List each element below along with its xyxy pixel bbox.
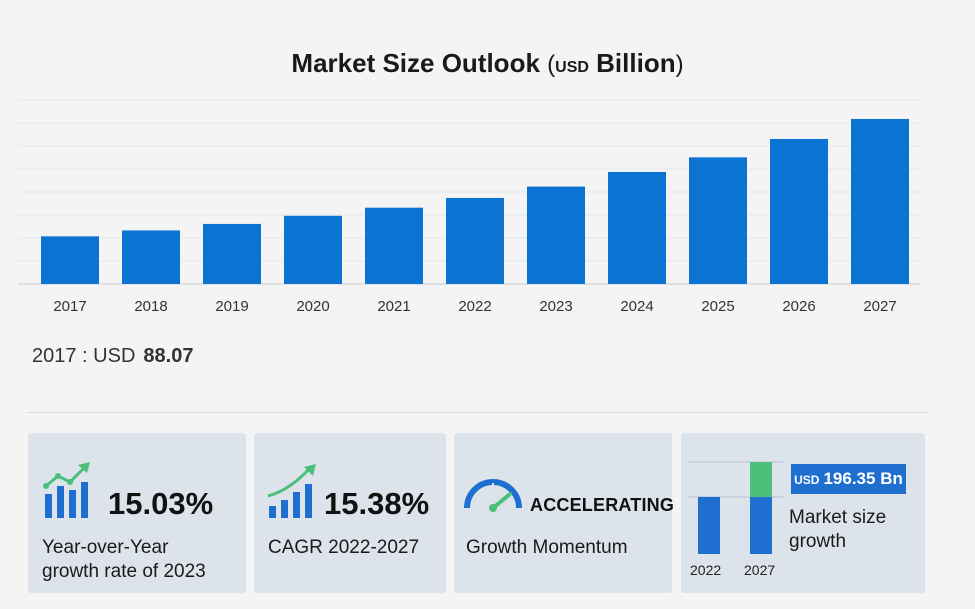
growth-badge-value: 196.35 Bn <box>823 469 903 488</box>
chart-title-usd: USD <box>555 59 589 76</box>
growth-card <box>681 433 925 593</box>
growth-mini-chart <box>688 461 784 554</box>
x-tick-label: 2026 <box>782 298 815 315</box>
bar-2025 <box>689 157 747 284</box>
growth-caption-line1: Market size <box>789 507 887 528</box>
x-tick-label: 2021 <box>377 298 410 315</box>
growth-year-start: 2022 <box>690 562 722 578</box>
growth-caption-line2: growth <box>789 531 847 552</box>
x-tick-label: 2018 <box>134 298 167 315</box>
growth-chart-icon <box>267 464 316 518</box>
cagr-value: 15.38% <box>324 486 430 521</box>
x-tick-label: 2022 <box>458 298 491 315</box>
base-year-label: 2017 : USD <box>32 345 136 367</box>
bar-chart: 2017 2018 2019 2020 2021 2022 2023 2024 2025 2026… <box>18 99 920 315</box>
momentum-caption: Growth Momentum <box>466 537 628 558</box>
chart-title-main: Market Size Outlook <box>291 48 540 78</box>
yoy-caption-line2: growth rate of 2023 <box>42 561 206 582</box>
divider <box>28 412 928 413</box>
speedometer-icon <box>464 479 522 512</box>
yoy-card <box>28 433 246 593</box>
bar-2020 <box>284 215 342 284</box>
bar-2026 <box>770 138 828 284</box>
bar-2027-growth <box>750 462 772 497</box>
growth-badge: USD 196.35 Bn <box>791 464 906 494</box>
chart-title-unit: Billion <box>596 48 676 78</box>
growth-badge-usd: USD <box>794 473 820 487</box>
base-year-value: 2017 : USD 88.07 <box>32 345 193 368</box>
chart-title-open-paren: ( <box>547 51 556 78</box>
x-tick-label: 2024 <box>620 298 653 315</box>
momentum-card <box>454 433 672 593</box>
base-year-number: 88.07 <box>143 345 194 367</box>
x-tick-label: 2017 <box>53 298 86 315</box>
x-tick-label: 2025 <box>701 298 734 315</box>
x-tick-label: 2020 <box>296 298 329 315</box>
bar-trend-icon <box>43 462 90 518</box>
momentum-value: ACCELERATING <box>530 495 675 515</box>
bar-2027 <box>851 118 909 284</box>
growth-year-end: 2027 <box>744 562 776 578</box>
bar-2024 <box>608 171 666 284</box>
cagr-caption: CAGR 2022-2027 <box>268 537 420 558</box>
x-tick-label: 2023 <box>539 298 572 315</box>
bar-2023 <box>527 186 585 284</box>
yoy-caption-line1: Year-over-Year <box>42 537 169 558</box>
x-tick-label: 2019 <box>215 298 248 315</box>
x-tick-label: 2027 <box>863 298 896 315</box>
bar-2027-base <box>750 496 772 554</box>
chart-title-close-paren: ) <box>675 51 684 78</box>
bar-2018 <box>122 230 180 284</box>
bar-2017 <box>41 236 99 284</box>
bar-2019 <box>203 223 261 284</box>
bar-2022 <box>698 496 720 554</box>
yoy-value: 15.03% <box>108 486 214 521</box>
chart-title: Market Size Outlook (USD Billion) <box>0 48 975 79</box>
bar-2022 <box>446 197 504 284</box>
bar-2021 <box>365 207 423 284</box>
